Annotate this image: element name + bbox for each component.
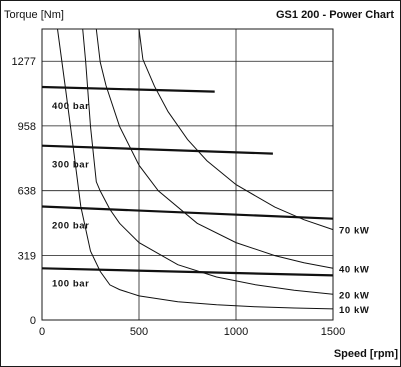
x-tick-label-0: 0	[39, 326, 45, 338]
power-label-10-kw: 10 kW	[339, 305, 369, 316]
power-label-70-kw: 70 kW	[339, 226, 369, 237]
pressure-label-300-bar: 300 bar	[52, 160, 89, 171]
y-tick-label-638: 638	[18, 186, 36, 198]
pressure-label-400-bar: 400 bar	[52, 101, 89, 112]
power-curve-40-kw	[95, 28, 334, 269]
data-series	[41, 28, 334, 310]
pressure-line-200-bar	[41, 205, 334, 220]
pressure-line-100-bar	[41, 267, 334, 277]
pressure-label-100-bar: 100 bar	[52, 278, 89, 289]
y-axis-title: Torque [Nm]	[4, 9, 64, 21]
pressure-label-200-bar: 200 bar	[52, 221, 89, 232]
x-axis-title: Speed [rpm]	[334, 348, 399, 360]
x-tick-label-1000: 1000	[224, 326, 248, 338]
y-tick-label-1277: 1277	[12, 56, 36, 68]
power-curve-20-kw	[82, 28, 334, 295]
axis-ticks: 0 500 1000 1500 0 319 638 958 1277	[12, 56, 346, 338]
chart-title: GS1 200 - Power Chart	[276, 9, 394, 21]
x-tick-label-500: 500	[130, 326, 148, 338]
power-label-20-kw: 20 kW	[339, 290, 369, 301]
y-tick-label-319: 319	[18, 250, 36, 262]
y-tick-label-958: 958	[18, 121, 36, 133]
plot-area	[41, 28, 334, 321]
series-labels: 70 kW 40 kW 20 kW 10 kW 400 bar 300 bar 200 ba…	[52, 101, 369, 316]
x-tick-label-1500: 1500	[321, 326, 345, 338]
power-curve-10-kw	[57, 28, 334, 310]
pressure-line-300-bar	[41, 144, 273, 155]
pressure-line-400-bar	[41, 85, 215, 93]
power-label-40-kw: 40 kW	[339, 264, 369, 275]
y-tick-label-0: 0	[30, 315, 36, 327]
